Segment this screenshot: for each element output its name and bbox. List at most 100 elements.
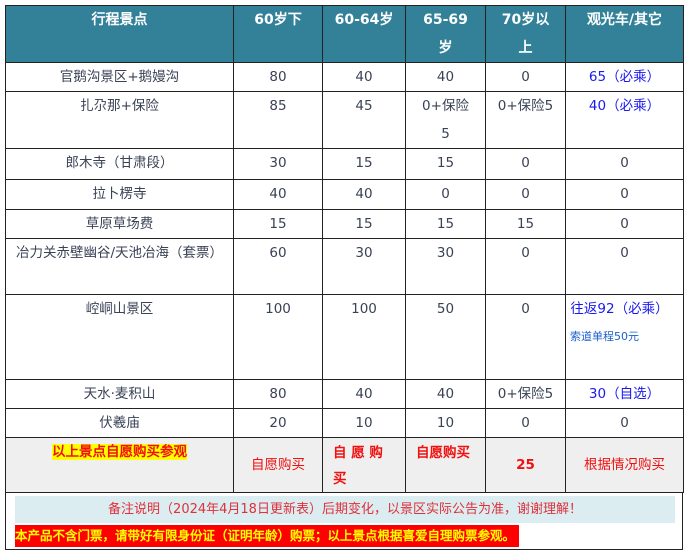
cell-text: 郎木寺（甘肃段） (65, 155, 174, 171)
cell-text: 30（自选） (588, 386, 661, 402)
table-row: 天水·麦积山 80 40 40 0+保险5 30（自选） (5, 379, 684, 409)
cell-text: 15 (355, 216, 373, 232)
cell-text: 15 (436, 216, 455, 232)
price-cell: 30 (405, 238, 486, 295)
price-cell: 0 (565, 238, 684, 295)
cell-text: 15 (355, 155, 373, 171)
summary-cell: 以上景点自愿购买参观 (5, 437, 234, 493)
summary-cell: 自愿购买 (233, 437, 323, 493)
cell-text: 0 (521, 301, 530, 317)
attraction-name: 草原草场费 (5, 209, 234, 239)
cell-text: 10 (355, 415, 373, 431)
cell-text: 85 (269, 98, 287, 114)
cell-text: 草原草场费 (85, 216, 154, 232)
cell-text: 0+保险5 (497, 386, 554, 402)
cell-text: 30 (355, 245, 373, 261)
price-cell: 30 (322, 238, 406, 295)
price-cell: 40 (322, 179, 406, 210)
price-cell: 80 (233, 379, 323, 409)
price-cell: 0 (485, 62, 566, 92)
cell-text: 40 (436, 386, 455, 402)
table-row: 草原草场费 15 15 15 15 0 (5, 209, 684, 239)
cell-text: 0 (620, 216, 629, 232)
column-header: 观光车/其它 (565, 5, 684, 63)
cell-text: 65（必乘） (588, 69, 661, 85)
footer-notes: 备注说明（2024年4月18日更新表）后期变化，以景区实际公告为准，谢谢理解！ … (5, 493, 683, 550)
cell-text: 40（必乘） (588, 98, 661, 114)
cell-text: 自愿购买 (416, 445, 470, 461)
price-cell: 40 (322, 62, 406, 92)
price-cell: 50 (405, 294, 486, 380)
cell-text: 0+保险5 (422, 98, 469, 142)
summary-cell: 根据情况购买 (565, 437, 684, 493)
cell-text: 伏羲庙 (99, 415, 140, 431)
cell-text: 45 (355, 98, 373, 114)
price-cell: 40（必乘） (565, 91, 684, 149)
column-header: 70岁以上 (485, 5, 566, 63)
cell-text: 0 (620, 155, 629, 171)
cell-text: 往返92（必乘） (570, 301, 669, 317)
cell-text: 冶力关赤壁幽谷/天池冶海（套票） (15, 245, 224, 261)
cell-text: 拉卜楞寺 (92, 186, 147, 202)
cell-text: 天水·麦积山 (83, 386, 156, 402)
price-cell: 40 (233, 179, 323, 210)
cell-text: 0 (521, 415, 530, 431)
table-row: 崆峒山景区 100 100 50 0 往返92（必乘） 索道单程50元 (5, 294, 684, 380)
cell-text: 50 (436, 301, 455, 317)
price-cell: 0 (565, 209, 684, 239)
attraction-name: 扎尕那+保险 (5, 91, 234, 149)
price-cell: 10 (322, 408, 406, 438)
cell-text: 80 (269, 386, 287, 402)
price-cell: 40 (405, 62, 486, 92)
summary-cell: 25 (485, 437, 566, 493)
table-row: 冶力关赤壁幽谷/天池冶海（套票） 60 30 30 0 0 (5, 238, 684, 295)
ticket-warning: 本产品不含门票，请带好有限身份证（证明年龄）购票；以上景点根据喜爱自理购票参观。 (15, 525, 520, 547)
attraction-name: 冶力关赤壁幽谷/天池冶海（套票） (5, 238, 234, 295)
cell-text: 0 (620, 415, 629, 431)
attraction-name: 官鹅沟景区+鹅嫚沟 (5, 62, 234, 92)
price-cell: 0 (485, 148, 566, 180)
price-cell: 0 (485, 179, 566, 210)
cell-text: 40 (436, 69, 455, 85)
price-cell: 往返92（必乘） 索道单程50元 (565, 294, 684, 380)
cell-text: 15 (516, 216, 535, 232)
header-row: 行程景点 60岁下 60-64岁 65-69岁 70岁以上 观光车/其它 (5, 5, 684, 63)
attraction-name: 拉卜楞寺 (5, 179, 234, 210)
cell-text: 100 (265, 301, 291, 317)
cell-text: 根据情况购买 (584, 457, 665, 473)
update-note: 备注说明（2024年4月18日更新表）后期变化，以景区实际公告为准，谢谢理解！ (15, 496, 675, 523)
price-cell: 40 (405, 379, 486, 409)
cell-text: 崆峒山景区 (85, 301, 154, 317)
price-cell: 30（自选） (565, 379, 684, 409)
attraction-name: 伏羲庙 (5, 408, 234, 438)
cell-text: 以上景点自愿购买参观 (52, 444, 187, 460)
cell-text: 0 (521, 245, 530, 261)
summary-row: 以上景点自愿购买参观 自愿购买自 愿 购 买自愿购买 25 根据情况购买 (5, 437, 684, 493)
price-cell: 0 (405, 179, 486, 210)
price-cell: 15 (233, 209, 323, 239)
column-header: 65-69岁 (405, 5, 486, 63)
column-header: 60-64岁 (322, 5, 406, 63)
cell-text: 0 (620, 245, 629, 261)
cell-text: 0 (521, 155, 530, 171)
cell-text: 0+保险5 (497, 98, 554, 114)
cell-text: 30 (436, 245, 455, 261)
price-cell: 15 (322, 209, 406, 239)
cell-text: 80 (269, 69, 287, 85)
cell-text: 0 (521, 69, 530, 85)
summary-cell: 自 愿 购 买 (322, 437, 406, 493)
cell-text: 30 (269, 155, 287, 171)
cell-text: 15 (436, 155, 455, 171)
price-cell: 65（必乘） (565, 62, 684, 92)
table-row: 官鹅沟景区+鹅嫚沟 80 40 40 0 65（必乘） (5, 62, 684, 92)
cell-text: 100 (351, 301, 377, 317)
column-header: 60岁下 (233, 5, 323, 63)
price-cell: 0 (565, 148, 684, 180)
cell-text: 40 (355, 69, 373, 85)
price-cell: 45 (322, 91, 406, 149)
table-row: 拉卜楞寺 40 40 0 0 0 (5, 179, 684, 210)
price-cell: 15 (322, 148, 406, 180)
price-cell: 30 (233, 148, 323, 180)
cell-text: 扎尕那+保险 (80, 98, 159, 114)
price-cell: 15 (405, 209, 486, 239)
